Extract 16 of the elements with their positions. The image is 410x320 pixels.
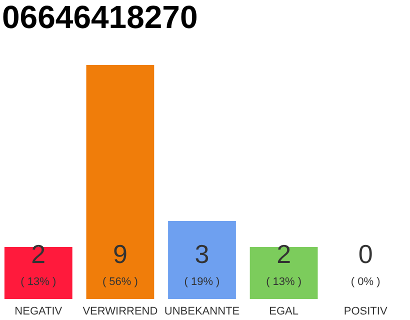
data-label: 9: [112, 239, 128, 269]
chart-title: 06646418270: [2, 0, 198, 35]
data-label: 3: [194, 239, 210, 269]
x-tick-label: EGAL: [269, 306, 298, 318]
x-tick-label: UNBEKANNTE: [164, 306, 240, 318]
data-label: 2: [31, 239, 46, 269]
data-label: 2: [276, 239, 292, 269]
annotation: ( 13% ): [20, 276, 56, 288]
x-tick-label: VERWIRREND: [82, 306, 158, 318]
annotation: ( 0% ): [350, 276, 380, 288]
annotation: ( 56% ): [102, 276, 138, 288]
x-tick-label: NEGATIV: [14, 306, 63, 318]
annotation: ( 13% ): [266, 276, 302, 288]
data-label: 0: [358, 239, 373, 269]
annotation: ( 19% ): [184, 276, 220, 288]
x-tick-label: POSITIV: [344, 306, 388, 318]
